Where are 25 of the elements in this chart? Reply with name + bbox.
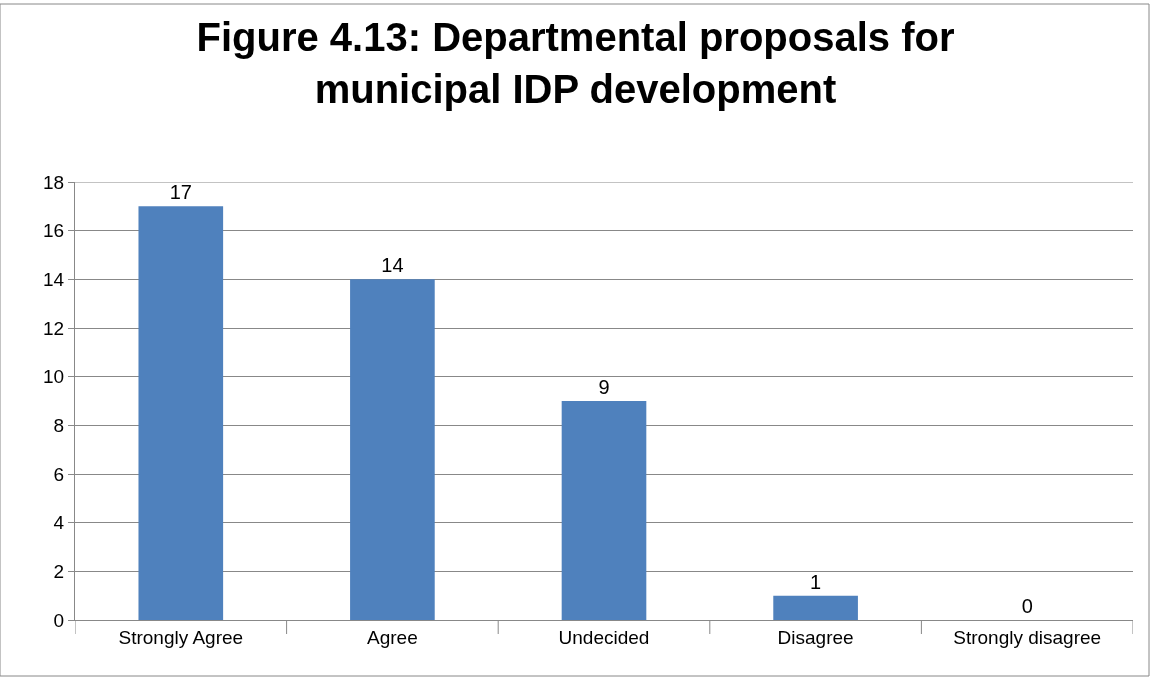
chart-title: Figure 4.13: Departmental proposals for municipal IDP development [196, 14, 955, 111]
y-tick-label: 8 [53, 414, 65, 436]
y-tick-label: 0 [53, 609, 65, 631]
data-label: 0 [1021, 595, 1033, 617]
y-tick-label: 18 [43, 171, 65, 193]
y-tick-label: 2 [53, 560, 65, 582]
x-tick-label: Undecided [558, 626, 650, 648]
y-tick-label: 6 [53, 463, 65, 485]
x-tick-label: Strongly Agree [118, 626, 244, 648]
bar [561, 401, 647, 620]
y-tick-label: 12 [43, 317, 65, 339]
data-label: 14 [381, 254, 404, 277]
x-tick-label: Disagree [777, 626, 854, 648]
data-label: 9 [598, 376, 610, 398]
x-tick-label: Agree [367, 626, 418, 648]
y-tick-label: 4 [53, 512, 65, 534]
data-label: 17 [169, 181, 192, 204]
bar [138, 206, 224, 620]
bar [350, 279, 435, 620]
data-label: 1 [810, 570, 822, 593]
x-tick-label: Strongly disagree [953, 626, 1102, 648]
y-tick-label: 10 [43, 366, 65, 388]
y-tick-label: 16 [43, 220, 65, 242]
y-tick-label: 14 [43, 268, 65, 290]
bar [773, 595, 858, 620]
